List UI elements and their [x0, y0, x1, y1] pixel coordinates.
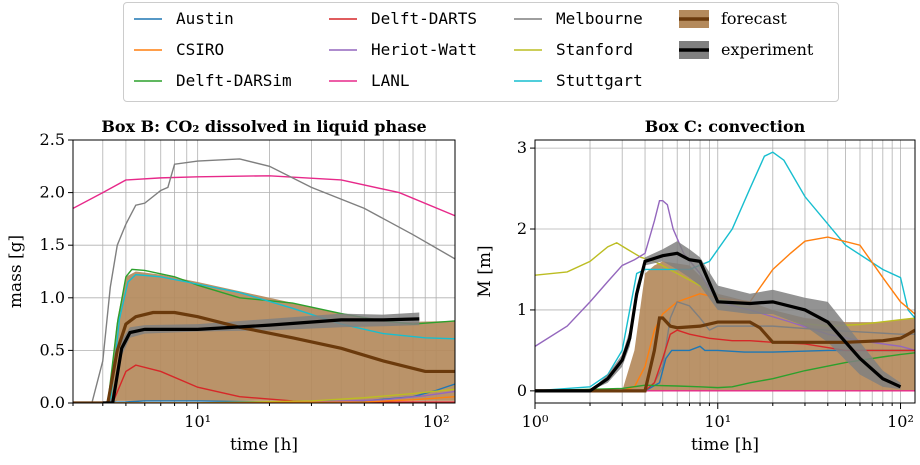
y-axis-label: M [m] — [475, 245, 495, 297]
legend-label: experiment — [721, 40, 814, 59]
legend-item-austin: Austin — [134, 9, 234, 28]
x-tick-label: 10² — [887, 412, 914, 431]
series-line-stuttgart — [73, 273, 455, 403]
x-axis-label: time [h] — [691, 435, 759, 455]
legend-item-heriot-watt: Heriot-Watt — [329, 40, 477, 59]
plot-area — [535, 151, 915, 393]
x-tick-label: 10² — [423, 412, 450, 431]
y-tick-label: 1.0 — [40, 288, 65, 307]
legend-label: Melbourne — [556, 9, 643, 28]
legend-label: forecast — [721, 9, 787, 28]
legend-item-stuttgart: Stuttgart — [514, 71, 643, 90]
series-line-heriot-watt — [73, 390, 455, 403]
series-line-delft-darts — [73, 364, 455, 403]
forecast-band — [73, 271, 455, 403]
legend-item-experiment: experiment — [679, 40, 814, 59]
legend-item-delft-darts: Delft-DARTS — [329, 9, 477, 28]
series-line-stanford — [73, 388, 455, 403]
x-tick-label: 10¹ — [704, 412, 731, 431]
legend-item-forecast: forecast — [679, 9, 787, 28]
x-tick-label: 10¹ — [184, 412, 211, 431]
legend-item-stanford: Stanford — [514, 40, 633, 59]
legend-item-delft-darsim: Delft-DARSim — [134, 71, 292, 90]
forecast-line — [535, 316, 915, 393]
legend: Austin CSIRO Delft-DARSim Delft-DARTS Heriot… — [123, 2, 839, 102]
y-tick-label: 1.5 — [40, 235, 65, 254]
chart-title: Box B: CO₂ dissolved in liquid phase — [101, 117, 426, 136]
plot-area — [73, 158, 455, 403]
legend-label: Stanford — [556, 40, 633, 59]
y-tick-label: 1 — [517, 300, 527, 319]
series-line-stuttgart — [535, 151, 915, 392]
legend-label: Delft-DARTS — [371, 9, 477, 28]
y-tick-label: 2 — [517, 219, 527, 238]
series-line-lanl — [73, 175, 455, 217]
chart-box-c: Box C: convection 10⁰ 10¹ 10² 0 1 2 3 time [h] M … — [475, 117, 916, 455]
legend-item-lanl: LANL — [329, 71, 410, 90]
y-axis-label: mass [g] — [6, 235, 26, 308]
series-line-melbourne — [73, 158, 455, 403]
experiment-line — [535, 251, 902, 393]
y-tick-label: 2.5 — [40, 130, 65, 149]
legend-label: Austin — [176, 9, 234, 28]
legend-item-csiro: CSIRO — [134, 40, 224, 59]
legend-entries: Austin CSIRO Delft-DARSim Delft-DARTS Heriot… — [134, 9, 814, 90]
y-tick-label: 0 — [517, 381, 527, 400]
plot-frame — [72, 139, 456, 404]
chart-box-b: Box B: CO₂ dissolved in liquid phase 10¹ 1… — [6, 117, 456, 455]
experiment-band — [535, 241, 901, 391]
legend-label: CSIRO — [176, 40, 224, 59]
x-axis-label: time [h] — [230, 435, 298, 455]
forecast-line — [73, 310, 455, 403]
y-tick-label: 3 — [517, 138, 527, 157]
series-line-csiro — [73, 395, 455, 403]
legend-label: Stuttgart — [556, 71, 643, 90]
legend-label: Heriot-Watt — [371, 40, 477, 59]
y-tick-label: 0.5 — [40, 340, 65, 359]
experiment-line — [102, 317, 420, 403]
plot-frame — [534, 139, 916, 404]
chart-title: Box C: convection — [645, 117, 806, 136]
legend-label: Delft-DARSim — [176, 71, 292, 90]
y-tick-label: 2.0 — [40, 183, 65, 202]
legend-item-melbourne: Melbourne — [514, 9, 643, 28]
x-tick-label: 10⁰ — [522, 412, 549, 431]
legend-label: LANL — [371, 71, 410, 90]
experiment-band — [102, 312, 420, 403]
series-line-delft-darsim — [535, 352, 915, 392]
y-tick-label: 0.0 — [40, 393, 65, 412]
